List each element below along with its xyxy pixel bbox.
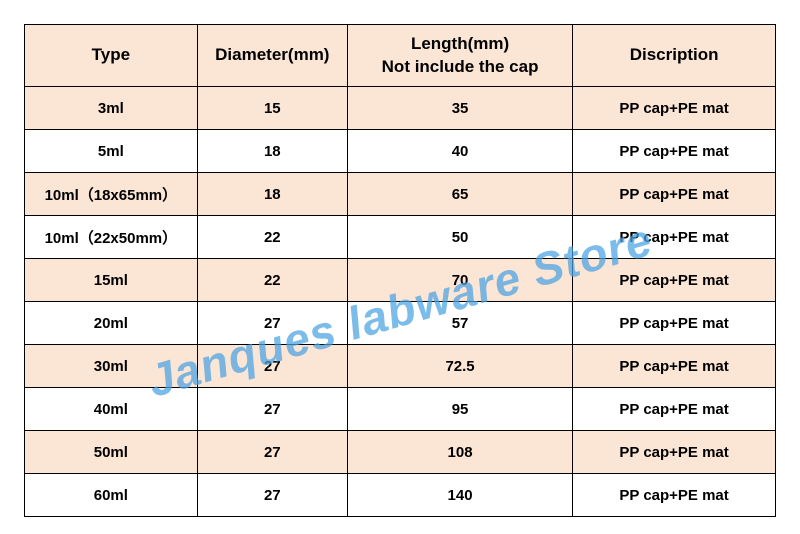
table-cell: PP cap+PE mat xyxy=(573,259,776,302)
table-cell: 40ml xyxy=(25,388,198,431)
table-cell: 70 xyxy=(347,259,572,302)
table-cell: 27 xyxy=(197,302,347,345)
table-row: 10ml（22x50mm）2250PP cap+PE mat xyxy=(25,216,776,259)
table-cell: 20ml xyxy=(25,302,198,345)
table-cell: 27 xyxy=(197,388,347,431)
table-cell: 27 xyxy=(197,431,347,474)
table-cell: 10ml（18x65mm） xyxy=(25,173,198,216)
table-row: 20ml2757PP cap+PE mat xyxy=(25,302,776,345)
table-cell: 95 xyxy=(347,388,572,431)
table-cell: 30ml xyxy=(25,345,198,388)
table-cell: 35 xyxy=(347,87,572,130)
table-cell: 22 xyxy=(197,259,347,302)
table-cell: PP cap+PE mat xyxy=(573,302,776,345)
table-cell: 140 xyxy=(347,474,572,517)
col-header-1: Diameter(mm) xyxy=(197,25,347,87)
table-cell: PP cap+PE mat xyxy=(573,431,776,474)
table-cell: 72.5 xyxy=(347,345,572,388)
table-cell: PP cap+PE mat xyxy=(573,345,776,388)
table-row: 30ml2772.5PP cap+PE mat xyxy=(25,345,776,388)
table-cell: 22 xyxy=(197,216,347,259)
table-cell: 57 xyxy=(347,302,572,345)
table-cell: 15 xyxy=(197,87,347,130)
table-cell: 65 xyxy=(347,173,572,216)
spec-table: TypeDiameter(mm)Length(mm)Not include th… xyxy=(24,24,776,517)
table-cell: 50 xyxy=(347,216,572,259)
table-cell: 18 xyxy=(197,173,347,216)
table-row: 10ml（18x65mm）1865PP cap+PE mat xyxy=(25,173,776,216)
col-header-0: Type xyxy=(25,25,198,87)
table-row: 3ml1535PP cap+PE mat xyxy=(25,87,776,130)
table-cell: PP cap+PE mat xyxy=(573,130,776,173)
table-cell: 60ml xyxy=(25,474,198,517)
table-cell: PP cap+PE mat xyxy=(573,173,776,216)
table-row: 40ml2795PP cap+PE mat xyxy=(25,388,776,431)
table-row: 50ml27108PP cap+PE mat xyxy=(25,431,776,474)
table-cell: 27 xyxy=(197,474,347,517)
table-cell: 3ml xyxy=(25,87,198,130)
table-cell: PP cap+PE mat xyxy=(573,216,776,259)
table-header-row: TypeDiameter(mm)Length(mm)Not include th… xyxy=(25,25,776,87)
table-cell: PP cap+PE mat xyxy=(573,388,776,431)
table-cell: 18 xyxy=(197,130,347,173)
table-cell: 10ml（22x50mm） xyxy=(25,216,198,259)
col-header-3: Discription xyxy=(573,25,776,87)
table-row: 5ml1840PP cap+PE mat xyxy=(25,130,776,173)
col-header-2: Length(mm)Not include the cap xyxy=(347,25,572,87)
table-row: 60ml27140PP cap+PE mat xyxy=(25,474,776,517)
table-cell: 27 xyxy=(197,345,347,388)
table-cell: 40 xyxy=(347,130,572,173)
table-cell: 15ml xyxy=(25,259,198,302)
table-cell: 5ml xyxy=(25,130,198,173)
table-cell: PP cap+PE mat xyxy=(573,87,776,130)
table-cell: 108 xyxy=(347,431,572,474)
table-cell: PP cap+PE mat xyxy=(573,474,776,517)
table-row: 15ml2270PP cap+PE mat xyxy=(25,259,776,302)
table-cell: 50ml xyxy=(25,431,198,474)
